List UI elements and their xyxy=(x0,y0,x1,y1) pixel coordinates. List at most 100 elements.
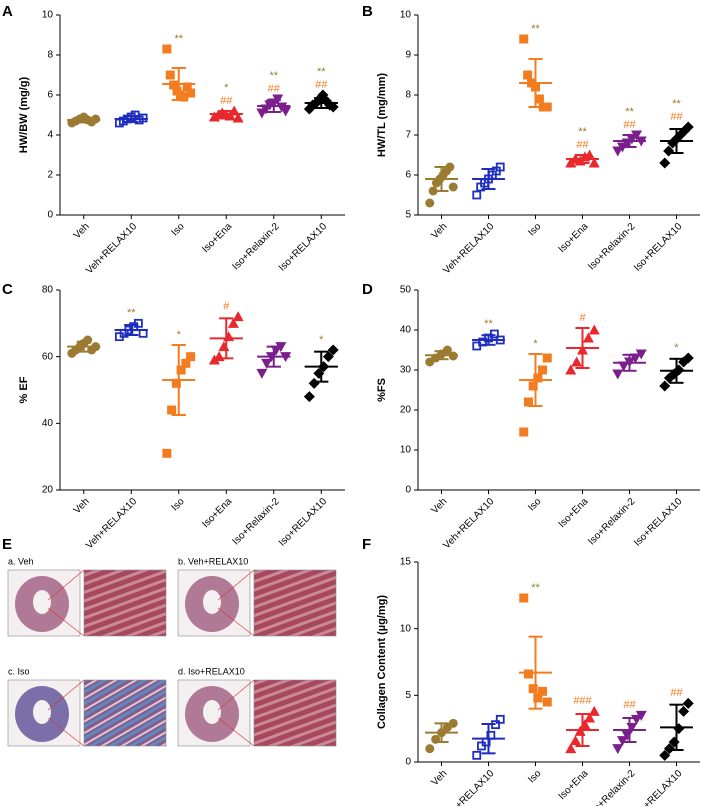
data-point xyxy=(538,686,548,696)
y-tick-label: 0 xyxy=(47,210,53,221)
y-tick-label: 15 xyxy=(400,557,412,568)
y-tick-label: 6 xyxy=(405,170,411,181)
significance-label: ** xyxy=(625,106,634,118)
data-point xyxy=(472,750,482,760)
data-point xyxy=(528,684,538,694)
x-tick-label: Veh xyxy=(430,221,450,241)
data-point xyxy=(232,112,244,123)
data-point xyxy=(162,448,172,458)
significance-label: * xyxy=(674,342,679,354)
data-point xyxy=(182,82,192,92)
significance-label: * xyxy=(177,329,182,341)
data-point xyxy=(582,332,594,343)
significance-label: ** xyxy=(672,98,681,110)
data-point xyxy=(635,710,647,721)
data-point xyxy=(442,345,452,355)
significance-label: ## xyxy=(623,119,636,131)
data-point xyxy=(208,354,220,365)
data-point xyxy=(445,162,455,172)
significance-label: ** xyxy=(269,70,278,82)
y-axis-label: % EF xyxy=(18,376,30,403)
image-label: a. Veh xyxy=(8,556,34,566)
y-tick-label: 6 xyxy=(47,90,53,101)
significance-label: ## xyxy=(268,83,281,95)
x-tick-label: Iso+RELAX10 xyxy=(277,221,330,274)
significance-label: * xyxy=(224,82,229,94)
x-tick-label: Veh+RELAX10 xyxy=(84,221,139,276)
x-tick-label: Veh xyxy=(72,496,92,516)
x-tick-label: Iso+RELAX10 xyxy=(632,496,685,549)
y-tick-label: 5 xyxy=(405,690,411,701)
data-point xyxy=(179,92,189,102)
zoom-frame xyxy=(83,569,167,637)
y-tick-label: 20 xyxy=(400,405,412,416)
data-point xyxy=(472,190,482,200)
data-point xyxy=(322,351,334,363)
y-tick-label: 8 xyxy=(405,90,411,101)
panel-letter: E xyxy=(2,536,12,553)
significance-label: * xyxy=(533,338,538,350)
data-point xyxy=(303,391,315,403)
data-point xyxy=(612,744,624,755)
ventricle-lumen xyxy=(33,700,51,724)
data-point xyxy=(448,182,458,192)
data-point xyxy=(218,341,230,352)
data-point xyxy=(186,352,196,362)
data-point xyxy=(519,427,529,437)
y-tick-label: 0 xyxy=(405,757,411,768)
y-tick-label: 40 xyxy=(42,418,54,429)
histology-panel: E a. Veh b. Veh+RELAX10 c. Iso d. Iso+RELAX… xyxy=(2,536,337,747)
data-point xyxy=(176,365,186,375)
data-point xyxy=(571,356,583,367)
panel-letter: F xyxy=(362,536,371,553)
y-tick-label: 10 xyxy=(400,10,412,21)
data-point xyxy=(659,157,671,169)
data-point xyxy=(181,358,191,368)
x-tick-label: Iso+Relaxin-2 xyxy=(231,496,283,548)
data-point xyxy=(588,324,600,335)
significance-label: ## xyxy=(220,95,233,107)
data-point xyxy=(533,373,543,383)
significance-label: ** xyxy=(127,307,136,319)
panel-letter: C xyxy=(2,281,13,298)
y-tick-label: 10 xyxy=(42,10,54,21)
x-tick-label: Iso+RELAX10 xyxy=(632,768,685,806)
data-point xyxy=(171,378,181,388)
image-label: c. Iso xyxy=(8,666,30,676)
significance-label: ## xyxy=(670,687,683,699)
ventricle-lumen xyxy=(33,590,51,614)
y-tick-label: 7 xyxy=(405,130,411,141)
y-tick-label: 50 xyxy=(400,285,412,296)
data-point xyxy=(162,44,172,54)
y-tick-label: 9 xyxy=(405,50,411,61)
zoom-frame xyxy=(253,569,337,637)
zoom-line xyxy=(217,679,255,711)
y-axis-label: HW/BW (mg/g) xyxy=(18,76,30,153)
data-point xyxy=(227,317,239,328)
data-point xyxy=(523,70,533,80)
data-point xyxy=(327,344,339,356)
data-point xyxy=(534,94,544,104)
data-point xyxy=(519,34,529,44)
data-point xyxy=(519,593,529,603)
data-point xyxy=(327,101,339,113)
significance-label: ## xyxy=(576,139,589,151)
data-point xyxy=(659,749,671,761)
y-tick-label: 2 xyxy=(47,170,53,181)
y-tick-label: 10 xyxy=(400,445,412,456)
x-tick-label: Iso xyxy=(526,768,544,786)
data-point xyxy=(256,368,268,379)
x-tick-label: Iso+Ena xyxy=(557,496,591,530)
y-tick-label: 10 xyxy=(400,623,412,634)
y-tick-label: 0 xyxy=(405,485,411,496)
data-point xyxy=(261,358,273,369)
data-point xyxy=(659,380,671,392)
x-tick-label: Iso+RELAX10 xyxy=(277,496,330,549)
image-label: d. Iso+RELAX10 xyxy=(178,666,245,676)
x-tick-label: Veh+RELAX10 xyxy=(84,496,139,551)
data-point xyxy=(308,377,320,389)
x-tick-label: Iso+Ena xyxy=(200,221,234,255)
data-point xyxy=(588,705,600,716)
data-point xyxy=(682,352,694,364)
